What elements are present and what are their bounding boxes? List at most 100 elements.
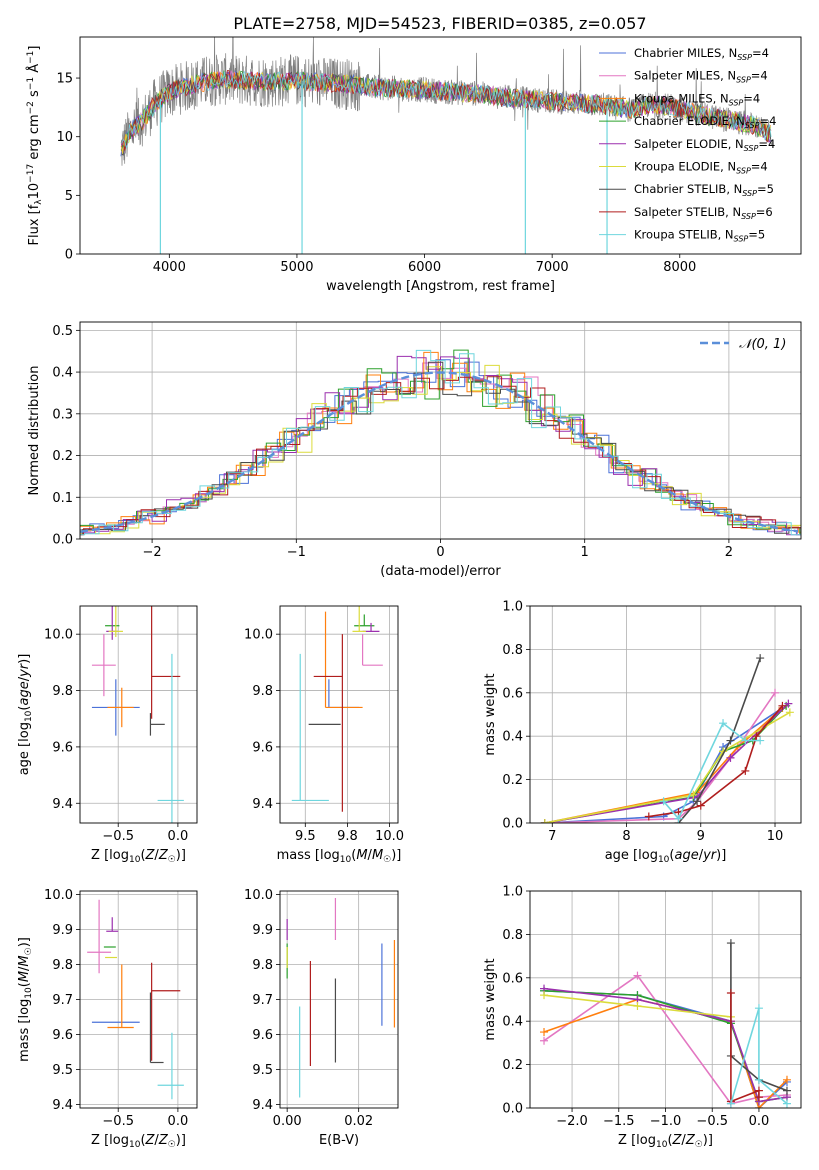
histogram-step <box>80 364 801 536</box>
axes-frame <box>79 36 802 255</box>
legend-label: 𝒩(0, 1) <box>739 337 786 352</box>
plot-area <box>80 349 801 536</box>
panel-residuals: −2 −1 0 1 2 0.0 0.1 0.2 0.3 0.4 0.5 (data-model)/er… <box>27 321 802 579</box>
plot-area <box>286 898 396 1098</box>
model-spectrum <box>121 69 772 151</box>
mass-weight-line <box>730 993 760 1103</box>
y-tick-label: 9.5 <box>252 1063 273 1078</box>
mass-weight-point <box>752 732 761 741</box>
y-tick-label: 0.0 <box>502 1102 523 1117</box>
mass-weight-point <box>778 701 787 710</box>
mass-weight-point <box>726 939 735 948</box>
y-tick-label: 9.7 <box>252 993 273 1008</box>
histogram-step <box>80 361 801 536</box>
y-axis-label: mass weight <box>483 958 498 1040</box>
x-tick-label: 7000 <box>536 260 569 275</box>
x-tick-label: 0.02 <box>344 1114 373 1129</box>
y-tick-label: 9.5 <box>52 1063 73 1078</box>
y-tick-label: 0 <box>65 248 73 263</box>
y-tick-label: 9.8 <box>52 684 73 699</box>
mass-weight-point <box>726 1099 735 1108</box>
y-tick-label: 0.6 <box>502 686 523 701</box>
x-tick-label: 0.0 <box>749 1114 770 1129</box>
legend-label: Salpeter STELIB, NSSP=6 <box>634 205 773 221</box>
y-tick-label: 0.8 <box>502 928 523 943</box>
x-axis-label: E(B-V) <box>319 1133 359 1148</box>
plot-area <box>540 654 794 823</box>
x-tick-label: −2 <box>143 545 162 560</box>
mass-weight-point <box>741 736 750 745</box>
mass-weight-point <box>633 971 642 980</box>
x-tick-label: −0.5 <box>696 1114 728 1129</box>
mass-weight-point <box>659 797 668 806</box>
y-tick-label: 10.0 <box>244 628 273 643</box>
mass-weight-point <box>696 801 705 810</box>
y-tick-label: 0.3 <box>52 407 73 422</box>
model-spectrum <box>121 70 772 150</box>
mass-weight-point <box>726 988 735 997</box>
normal-curve <box>80 371 799 533</box>
y-tick-label: 1.0 <box>502 885 523 900</box>
y-axis-label: Normed distribution <box>27 366 42 496</box>
y-tick-label: 0.1 <box>52 491 73 506</box>
x-tick-label: 9.5 <box>295 829 316 844</box>
legend-label: Chabrier ELODIE, NSSP=4 <box>634 114 776 130</box>
y-axis-label: mass [log10(M/M☉)] <box>17 937 34 1062</box>
x-tick-label: −0.5 <box>102 1114 134 1129</box>
plot-area <box>91 606 184 823</box>
mass-weight-point <box>726 753 735 762</box>
y-tick-label: 9.4 <box>52 1098 73 1113</box>
x-tick-label: 8000 <box>663 260 696 275</box>
panel-mass-vs-Z: −0.5 0.0 9.4 9.5 9.6 9.7 9.8 9.9 10.0 Z [log10(Z/… <box>17 888 198 1150</box>
y-tick-label: 0.8 <box>502 643 523 658</box>
mass-weight-point <box>785 708 794 717</box>
x-tick-label: 6000 <box>408 260 441 275</box>
y-tick-label: 1.0 <box>502 600 523 615</box>
legend-label: Salpeter MILES, NSSP=4 <box>634 69 768 85</box>
y-tick-label: 0.4 <box>502 1015 523 1030</box>
mass-weight-point <box>726 736 735 745</box>
y-tick-label: 10.0 <box>244 888 273 903</box>
plot-area <box>87 899 184 1100</box>
mass-weight-point <box>782 1099 791 1108</box>
x-tick-label: −1.0 <box>650 1114 682 1129</box>
mass-weight-point <box>674 814 683 823</box>
x-tick-label: −1.5 <box>603 1114 635 1129</box>
mass-weight-point <box>754 1093 763 1102</box>
x-tick-label: 2 <box>725 545 733 560</box>
x-tick-label: 0.00 <box>273 1114 302 1129</box>
axes-frame <box>529 890 802 1109</box>
x-axis-label: mass [log10(M/M☉)] <box>277 848 402 865</box>
y-tick-label: 9.9 <box>52 923 73 938</box>
y-axis-label: Flux [fλ10−17 erg cm−2 s−1 Å−1] <box>26 46 44 246</box>
x-tick-label: 10 <box>767 829 784 844</box>
mass-weight-point <box>782 1086 791 1095</box>
y-tick-label: 0.0 <box>502 817 523 832</box>
histogram-step <box>80 359 801 536</box>
y-tick-label: 9.8 <box>52 958 73 973</box>
plot-area <box>291 606 383 812</box>
x-tick-label: −1 <box>287 545 306 560</box>
x-tick-label: 0.0 <box>168 829 189 844</box>
x-tick-label: 7 <box>548 829 556 844</box>
y-tick-label: 0.2 <box>502 773 523 788</box>
y-tick-label: 9.4 <box>252 797 273 812</box>
y-tick-label: 15 <box>56 72 73 87</box>
legend-label: Salpeter ELODIE, NSSP=4 <box>634 137 775 153</box>
mass-weight-point <box>540 1028 549 1037</box>
y-tick-label: 9.6 <box>252 1028 273 1043</box>
axes-frame <box>279 605 399 824</box>
panel-age-vs-mass: 9.5 9.8 10.0 9.4 9.6 9.8 10.0 mass [log10(M/M☉)… <box>244 605 404 865</box>
plot-area <box>540 939 791 1108</box>
y-tick-label: 0.2 <box>52 449 73 464</box>
x-tick-label: 0 <box>436 545 444 560</box>
axes-frame <box>529 605 802 824</box>
y-tick-label: 5 <box>65 189 73 204</box>
axes-frame <box>279 890 399 1109</box>
x-tick-label: −2.0 <box>556 1114 588 1129</box>
mass-weight-point <box>771 688 780 697</box>
axes-frame <box>79 890 198 1109</box>
legend-label: Kroupa STELIB, NSSP=5 <box>634 228 765 244</box>
plot-area <box>120 37 772 254</box>
